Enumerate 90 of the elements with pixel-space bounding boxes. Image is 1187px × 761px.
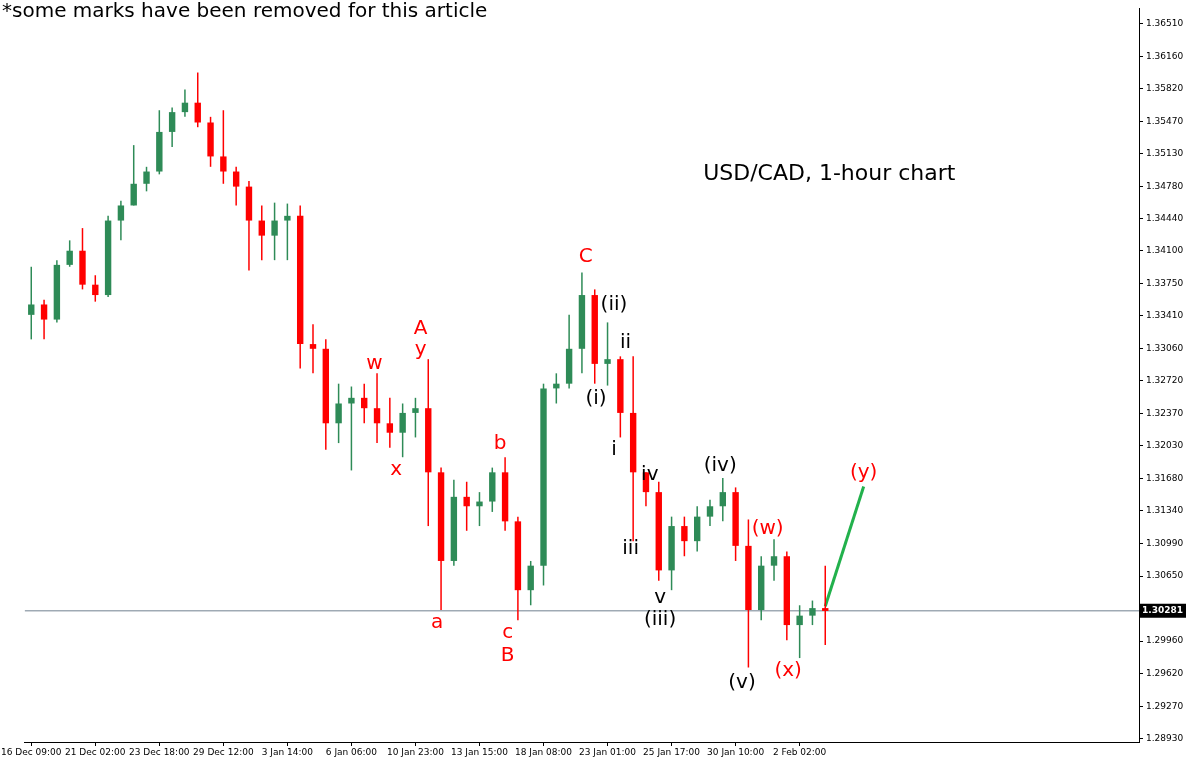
y-tick-label: 1.34100 bbox=[1146, 245, 1184, 256]
candlestick bbox=[412, 397, 419, 439]
y-tick-label: 1.30650 bbox=[1146, 570, 1184, 581]
annotation: B bbox=[500, 641, 515, 666]
candlestick bbox=[92, 274, 99, 303]
candlestick bbox=[258, 204, 265, 261]
candlestick bbox=[309, 323, 317, 375]
candlestick bbox=[476, 491, 483, 527]
x-tick-label: 10 Jan 23:00 bbox=[386, 746, 445, 757]
x-tick-label: 13 Jan 15:00 bbox=[450, 746, 509, 757]
x-tick-label: 29 Dec 12:00 bbox=[193, 746, 254, 757]
candlestick bbox=[399, 402, 406, 458]
y-tick-label: 1.35470 bbox=[1146, 115, 1184, 126]
candlestick bbox=[335, 382, 342, 444]
candlestick bbox=[553, 372, 560, 405]
candlestick bbox=[130, 144, 137, 207]
annotation: iii bbox=[622, 535, 639, 560]
annotation: (iv) bbox=[703, 452, 737, 477]
candlestick bbox=[40, 299, 48, 341]
candlestick bbox=[28, 266, 35, 341]
annotation: w bbox=[366, 350, 383, 375]
y-tick-label: 1.29960 bbox=[1146, 635, 1184, 646]
candlestick bbox=[822, 564, 829, 646]
candlestick bbox=[271, 201, 278, 261]
annotation: (i) bbox=[585, 384, 607, 409]
candlestick bbox=[719, 477, 726, 523]
y-tick-label: 1.30990 bbox=[1146, 538, 1184, 549]
annotation: b bbox=[493, 430, 507, 455]
annotation: c bbox=[502, 618, 514, 643]
y-tick-label: 1.29620 bbox=[1146, 667, 1184, 678]
candlestick bbox=[796, 604, 803, 659]
y-tick-label: 1.33060 bbox=[1146, 343, 1184, 354]
annotation: ii bbox=[619, 329, 632, 354]
candlestick bbox=[706, 498, 714, 527]
annotation: x bbox=[390, 456, 403, 481]
x-tick-label: 25 Jan 17:00 bbox=[643, 746, 701, 757]
candlestick bbox=[66, 239, 73, 268]
candlestick bbox=[194, 71, 201, 128]
y-tick-label: 1.32370 bbox=[1146, 408, 1184, 419]
y-tick-label: 1.35130 bbox=[1146, 147, 1184, 158]
x-tick-label: 3 Jan 14:00 bbox=[261, 746, 314, 757]
candlestick bbox=[463, 481, 470, 532]
candlestick bbox=[386, 397, 394, 449]
candlestick bbox=[809, 599, 816, 626]
text: USD/CAD, 1-hour chart bbox=[703, 159, 956, 185]
y-tick-label: 1.31680 bbox=[1146, 473, 1184, 484]
annotation: a bbox=[431, 608, 444, 633]
annotation: (v) bbox=[728, 668, 756, 693]
candlestick bbox=[117, 200, 125, 242]
y-tick-label: 1.36160 bbox=[1146, 50, 1184, 61]
y-tick-label: 1.33750 bbox=[1146, 278, 1184, 289]
candlestick bbox=[348, 385, 355, 472]
candlestick bbox=[168, 106, 176, 148]
candlestick bbox=[143, 166, 150, 193]
candlestick bbox=[284, 202, 291, 261]
annotation: (w) bbox=[751, 515, 784, 540]
x-tick-label: 16 Dec 09:00 bbox=[1, 746, 62, 757]
candlestick bbox=[604, 321, 611, 387]
annotation: (x) bbox=[774, 657, 802, 682]
y-tick-label: 1.33410 bbox=[1146, 310, 1184, 321]
candlestick bbox=[681, 515, 688, 557]
candlestick bbox=[181, 88, 189, 118]
ref-line-label: 1.30281 bbox=[1142, 605, 1183, 616]
x-tick-label: 23 Jan 01:00 bbox=[579, 746, 637, 757]
annotation: *some marks have been removed for this article bbox=[2, 0, 488, 23]
y-tick-label: 1.29270 bbox=[1146, 700, 1184, 711]
y-tick-label: 1.32030 bbox=[1146, 440, 1184, 451]
candlestick bbox=[232, 166, 240, 207]
x-tick-label: 21 Dec 02:00 bbox=[65, 746, 126, 757]
x-tick-label: 6 Jan 06:00 bbox=[325, 746, 378, 757]
candlestick bbox=[220, 109, 227, 185]
annotation: C bbox=[578, 243, 593, 268]
x-tick-label: 23 Dec 18:00 bbox=[129, 746, 190, 757]
annotation: i bbox=[611, 436, 617, 461]
candlestick bbox=[361, 382, 368, 425]
y-tick-label: 1.28930 bbox=[1146, 732, 1184, 743]
y-tick-label: 1.31340 bbox=[1146, 505, 1184, 516]
y-tick-label: 1.34440 bbox=[1146, 213, 1184, 224]
y-tick-label: 1.36510 bbox=[1146, 17, 1184, 28]
annotation: (ii) bbox=[600, 290, 628, 315]
y-tick-label: 1.32720 bbox=[1146, 375, 1184, 386]
y-tick-label: 1.35820 bbox=[1146, 82, 1184, 93]
y-tick-label: 1.34780 bbox=[1146, 180, 1184, 191]
annotation: (y) bbox=[849, 458, 878, 483]
x-tick-label: 2 Feb 02:00 bbox=[772, 746, 827, 757]
x-tick-label: 18 Jan 08:00 bbox=[515, 746, 573, 757]
x-tick-label: 30 Jan 10:00 bbox=[707, 746, 765, 757]
annotation: iv bbox=[641, 461, 659, 486]
candlestick bbox=[373, 372, 381, 444]
candlestick bbox=[770, 538, 778, 582]
